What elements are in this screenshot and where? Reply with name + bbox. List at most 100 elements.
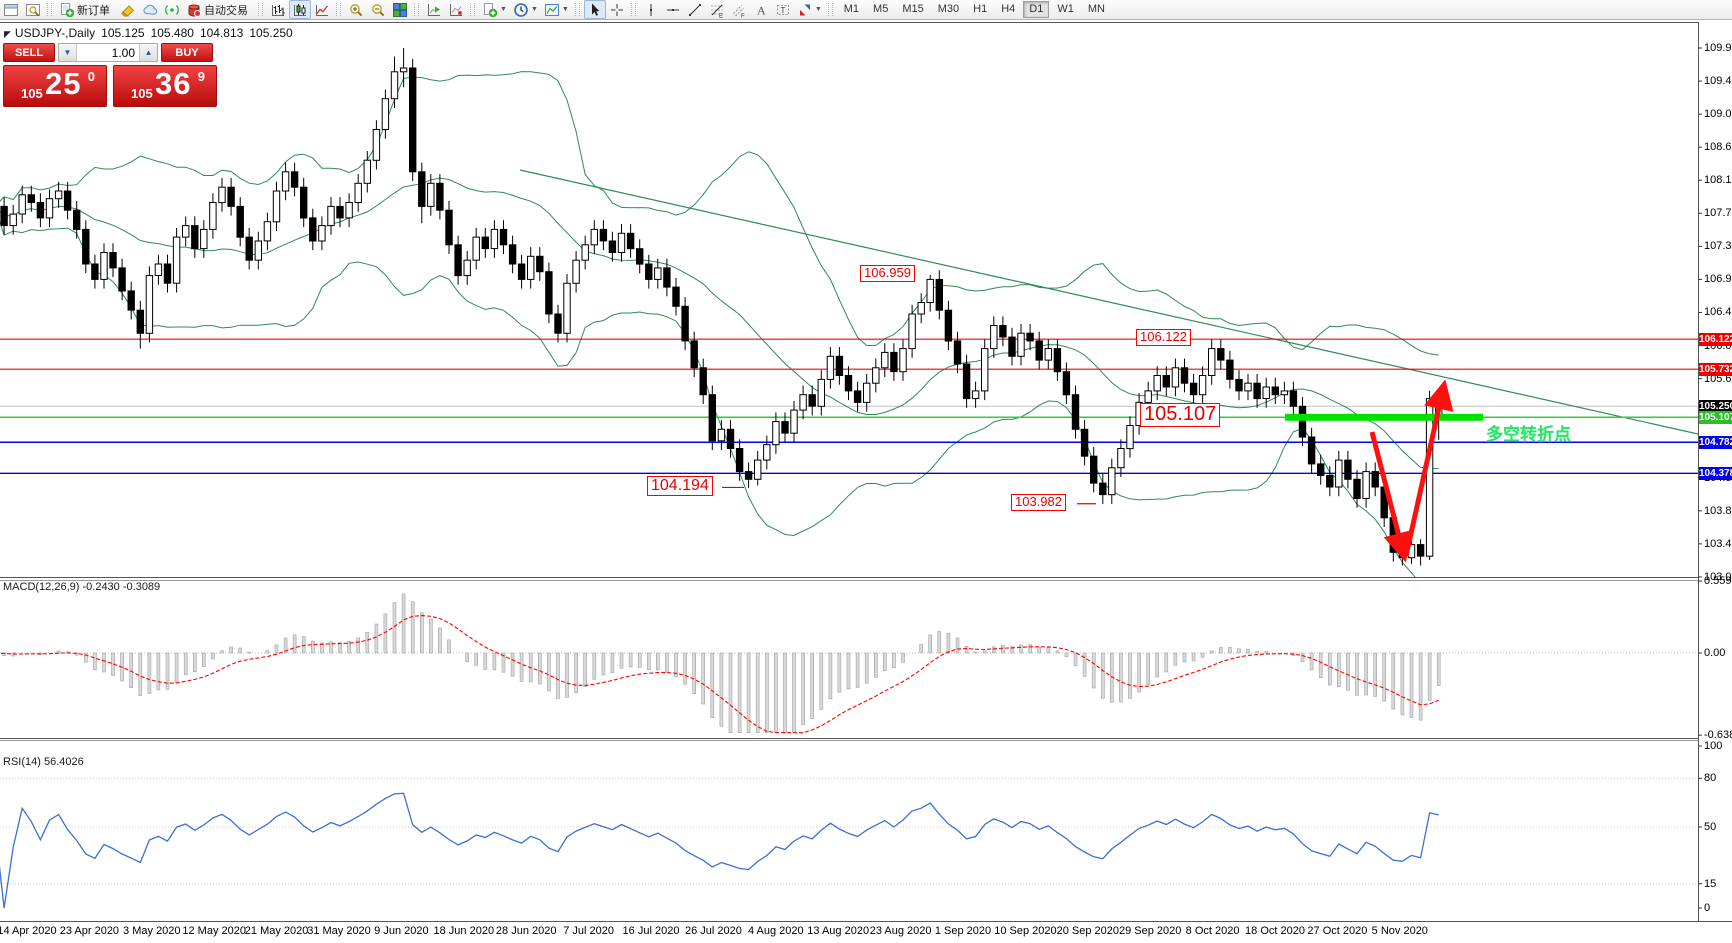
cloud-icon <box>143 4 158 15</box>
timeframe-button-h1[interactable]: H1 <box>973 3 988 15</box>
toolbar-grip <box>574 3 580 16</box>
timeframe-button-mn[interactable]: MN <box>1087 3 1105 15</box>
timeframe-group: M1 M5 M15 M30 H1 H4 D1 W1 MN <box>837 0 1112 19</box>
chevron-down-icon: ▼ <box>814 6 822 13</box>
toolbar-button-trend-line[interactable] <box>684 0 706 19</box>
svg-text:F: F <box>741 13 745 18</box>
support-bar[interactable] <box>1285 413 1483 421</box>
price-callout[interactable]: 106.959 <box>860 264 915 282</box>
chevron-down-icon: ▼ <box>530 6 538 13</box>
toolbar-button-fibonacci[interactable]: E <box>706 0 728 19</box>
line-chart-icon <box>316 4 329 16</box>
date-label: 8 Oct 2020 <box>1185 925 1240 937</box>
price-badge: 104.782 <box>1699 435 1732 449</box>
toolbar-button-horizontal-line[interactable] <box>662 0 684 19</box>
volume-stepper: ▼ ▲ <box>58 43 158 62</box>
toolbar-button-add-object[interactable]: ▼ <box>479 0 510 19</box>
toolbar-button-text[interactable]: A <box>750 0 772 19</box>
toolbar-button-text-label[interactable]: T <box>772 0 794 19</box>
price-tick-label: 106.470 <box>1704 306 1732 319</box>
toolbar-button-zoom-out[interactable] <box>367 0 389 19</box>
toolbar-grip <box>258 3 263 16</box>
toolbar-button-new-order[interactable]: 新订单 <box>56 0 117 19</box>
toolbar-button-vertical-line[interactable] <box>640 0 662 19</box>
toolbar-button-indicator-mark[interactable] <box>445 0 467 19</box>
toolbar-button-bars-chart[interactable] <box>267 0 289 19</box>
collapse-triangle-icon[interactable]: ◤ <box>4 29 11 39</box>
buy-price-handle: 105 <box>131 86 153 101</box>
toolbar-group <box>423 0 467 19</box>
price-callout[interactable]: 105.107 <box>1140 402 1221 428</box>
chevron-down-icon: ▼ <box>500 6 507 13</box>
toolbar-button-candles-chart[interactable] <box>289 0 311 19</box>
date-label: 7 Jul 2020 <box>563 925 614 937</box>
macd-main-value: -0.2430 <box>82 581 120 593</box>
chart-search-icon <box>26 3 40 16</box>
ohlc-open: 105.125 <box>101 26 145 40</box>
macd-pane[interactable] <box>0 593 1698 734</box>
timeframe-button-h4[interactable]: H4 <box>1001 3 1016 15</box>
price-badge: 105.107 <box>1699 410 1732 424</box>
price-callout[interactable]: 103.982 <box>1011 493 1066 511</box>
toolbar-button-template[interactable]: ▼ <box>541 0 572 19</box>
toolbar-button-channel[interactable]: F <box>728 0 750 19</box>
date-label: 16 Jul 2020 <box>622 925 680 937</box>
date-label: 27 Oct 2020 <box>1307 925 1368 937</box>
toolbar-button-crosshair[interactable] <box>606 0 628 19</box>
macd-axis-label: -0.6387 <box>1704 729 1732 742</box>
timeframe-button-w1[interactable]: W1 <box>1057 3 1074 15</box>
date-label: 5 Nov 2020 <box>1371 925 1428 937</box>
trend-arrow-up[interactable] <box>1403 379 1454 557</box>
volume-decrease-button[interactable]: ▼ <box>59 44 77 61</box>
sell-price-button[interactable]: 105 25 0 <box>3 65 107 107</box>
toolbar-button-zoom-in[interactable] <box>345 0 367 19</box>
toolbar-button-eraser[interactable] <box>117 0 139 19</box>
toolbar-button-chart-search[interactable] <box>22 0 44 19</box>
volume-increase-button[interactable]: ▲ <box>139 44 157 61</box>
price-tick-label: 109.910 <box>1704 42 1732 54</box>
rsi-label-row: RSI(14) 56.4026 <box>3 756 84 768</box>
toolbar-button-clock[interactable]: ▼ <box>510 0 541 19</box>
main-pane[interactable] <box>0 48 1698 584</box>
toolbar-button-label: 自动交易 <box>204 4 248 17</box>
rsi-pane[interactable] <box>0 777 1698 909</box>
rsi-indicator-label: RSI(14) <box>3 756 41 768</box>
toolbar-group <box>267 0 333 19</box>
eraser-icon <box>121 4 135 17</box>
buy-button[interactable]: BUY <box>161 43 213 62</box>
one-click-trade-panel: SELL ▼ ▲ BUY 105 25 0 105 36 9 <box>3 43 219 107</box>
timeframe-button-d1[interactable]: D1 <box>1023 1 1050 18</box>
toolbar-grip <box>47 3 52 16</box>
toolbar-button-signal[interactable] <box>161 0 183 19</box>
toolbar-button-auto-trading[interactable]: 自动交易 <box>183 0 255 19</box>
toolbar-button-line-chart[interactable] <box>311 0 333 19</box>
add-object-icon <box>484 2 498 17</box>
toolbar-button-tile-windows[interactable] <box>389 0 411 19</box>
ohlc-close: 105.250 <box>249 26 293 40</box>
price-callout[interactable]: 106.122 <box>1136 329 1191 347</box>
sell-button[interactable]: SELL <box>3 43 55 62</box>
timeframe-button-m5[interactable]: M5 <box>873 3 889 15</box>
annotation-note[interactable]: 多空转折点 <box>1486 425 1571 444</box>
timeframe-button-m30[interactable]: M30 <box>937 3 960 15</box>
toolbar-button-chart-window[interactable] <box>0 0 22 19</box>
toolbar-button-arrows[interactable]: ▼ <box>794 0 825 19</box>
macd-axis-label: 0.5592 <box>1704 575 1732 588</box>
buy-price-pips: 36 <box>155 66 192 101</box>
toolbar-button-cloud[interactable] <box>139 0 161 19</box>
timeframe-button-m15[interactable]: M15 <box>902 3 924 15</box>
ohlc-low: 104.813 <box>199 26 244 40</box>
timeframe-button-m1[interactable]: M1 <box>843 3 860 15</box>
price-badge: 105.250 <box>1699 399 1732 413</box>
toolbar-button-indicator-up[interactable] <box>423 0 445 19</box>
trend-arrow-down[interactable] <box>1369 431 1413 563</box>
price-badge: 105.732 <box>1699 362 1732 376</box>
text-label-icon: T <box>776 4 789 15</box>
buy-price-button[interactable]: 105 36 9 <box>113 65 217 107</box>
chevron-down-icon: ▼ <box>561 6 569 13</box>
toolbar-group <box>0 0 44 19</box>
volume-input[interactable] <box>77 44 139 61</box>
toolbar-button-cursor[interactable] <box>583 0 606 19</box>
price-callout[interactable]: 104.194 <box>647 475 713 496</box>
